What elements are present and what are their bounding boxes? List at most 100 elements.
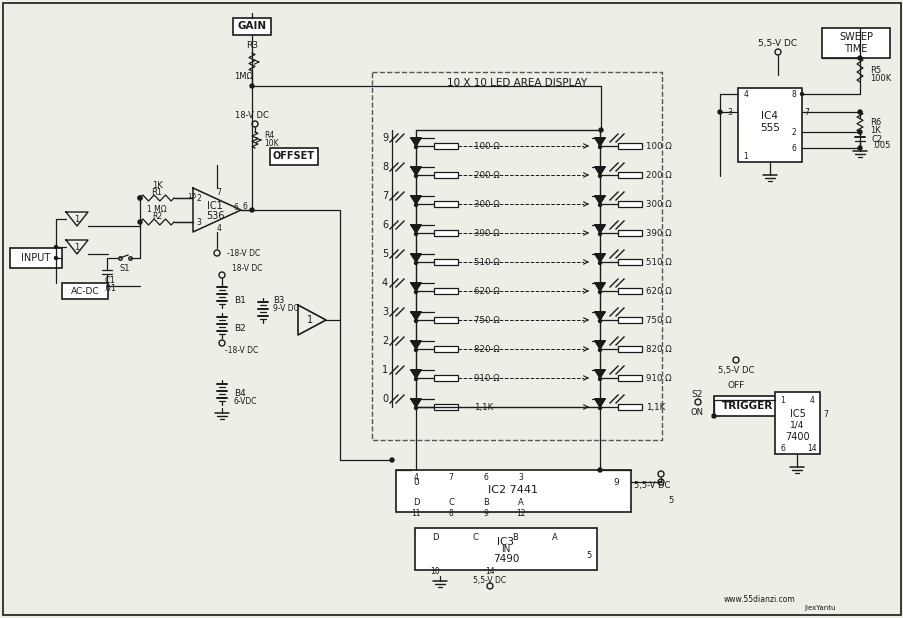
Text: www.55dianzi.com: www.55dianzi.com [723, 596, 795, 604]
Polygon shape [411, 254, 421, 262]
Polygon shape [411, 167, 421, 175]
Text: 820 Ω: 820 Ω [646, 344, 671, 353]
Text: AC-DC: AC-DC [70, 287, 99, 295]
Text: R3: R3 [246, 41, 257, 49]
Text: 5: 5 [381, 249, 387, 259]
Text: 1,1K: 1,1K [646, 402, 665, 412]
Text: 0: 0 [381, 394, 387, 404]
Text: 750 Ω: 750 Ω [473, 316, 499, 324]
Bar [433, 201, 458, 207]
Polygon shape [594, 196, 604, 204]
Bar [713, 396, 781, 416]
Text: 5,5-V DC: 5,5-V DC [717, 365, 753, 375]
Circle shape [857, 130, 861, 134]
Text: OFF: OFF [727, 381, 744, 389]
Text: 1: 1 [780, 396, 785, 405]
Text: 11: 11 [411, 509, 420, 519]
Bar [618, 259, 641, 265]
Bar [433, 172, 458, 178]
Text: B4: B4 [234, 389, 246, 397]
Text: -18-V DC: -18-V DC [225, 345, 258, 355]
Text: 910 Ω: 910 Ω [646, 373, 671, 383]
Text: S1: S1 [119, 263, 130, 273]
Circle shape [138, 196, 142, 200]
Text: 1: 1 [187, 193, 191, 199]
Text: 4: 4 [809, 396, 814, 405]
Bar [233, 18, 271, 35]
Circle shape [599, 128, 602, 132]
Text: 750 Ω: 750 Ω [646, 316, 671, 324]
Circle shape [717, 110, 721, 114]
Text: 4: 4 [217, 224, 221, 232]
Text: 7: 7 [448, 473, 453, 481]
Text: 910 Ω: 910 Ω [473, 373, 499, 383]
Polygon shape [594, 341, 604, 349]
Circle shape [598, 468, 601, 472]
Circle shape [857, 146, 861, 150]
Circle shape [414, 290, 417, 294]
Text: IC3: IC3 [497, 537, 514, 547]
Text: 510 Ω: 510 Ω [473, 258, 499, 266]
Bar [737, 88, 801, 162]
Text: 536: 536 [206, 211, 224, 221]
Text: 300 Ω: 300 Ω [473, 200, 499, 208]
Text: 6: 6 [233, 203, 238, 211]
Text: 10K: 10K [264, 138, 278, 148]
Text: 7: 7 [217, 187, 221, 197]
Text: R4: R4 [264, 130, 274, 140]
Bar [433, 143, 458, 149]
Text: 18-V DC: 18-V DC [232, 263, 262, 273]
Text: B2: B2 [234, 323, 246, 332]
Polygon shape [411, 312, 421, 320]
Text: D: D [432, 533, 438, 541]
Text: IC4: IC4 [760, 111, 777, 121]
Circle shape [598, 407, 600, 410]
Text: R6: R6 [869, 117, 880, 127]
Circle shape [598, 290, 600, 294]
Text: 1/4: 1/4 [789, 420, 804, 430]
Text: 4: 4 [743, 90, 748, 98]
Text: OFFSET: OFFSET [273, 151, 314, 161]
Bar [618, 346, 641, 352]
Text: 555: 555 [759, 123, 779, 133]
Circle shape [138, 220, 142, 224]
Text: IC5: IC5 [788, 409, 805, 419]
Polygon shape [411, 225, 421, 233]
Text: R5: R5 [869, 66, 880, 75]
Circle shape [414, 349, 417, 352]
Text: 4: 4 [413, 473, 418, 481]
Text: D: D [413, 497, 419, 507]
Polygon shape [411, 283, 421, 291]
Circle shape [598, 349, 600, 352]
Bar [433, 288, 458, 294]
Polygon shape [594, 312, 604, 320]
Text: IC2 7441: IC2 7441 [488, 485, 538, 495]
Text: B: B [482, 497, 489, 507]
Text: 5,5-V DC: 5,5-V DC [473, 575, 506, 585]
Text: 0: 0 [413, 478, 418, 486]
Text: A: A [517, 497, 524, 507]
Text: 510 Ω: 510 Ω [646, 258, 671, 266]
Polygon shape [594, 167, 604, 175]
Bar [433, 230, 458, 236]
Text: 7490: 7490 [492, 554, 518, 564]
Text: 8: 8 [448, 509, 453, 519]
Text: B3: B3 [273, 295, 284, 305]
Text: 9: 9 [483, 509, 488, 519]
Text: 1K: 1K [869, 125, 880, 135]
Text: S2: S2 [691, 389, 702, 399]
Text: 5: 5 [667, 496, 673, 504]
Text: 1: 1 [74, 242, 79, 252]
Bar [372, 72, 661, 440]
Circle shape [800, 93, 803, 96]
Text: ON: ON [690, 407, 703, 417]
Text: 100 Ω: 100 Ω [646, 142, 671, 151]
Bar [433, 375, 458, 381]
Polygon shape [594, 399, 604, 407]
Bar [618, 201, 641, 207]
Polygon shape [594, 254, 604, 262]
Text: 3: 3 [196, 218, 201, 227]
Text: 4: 4 [381, 278, 387, 288]
Bar [270, 148, 318, 165]
Circle shape [598, 203, 600, 206]
